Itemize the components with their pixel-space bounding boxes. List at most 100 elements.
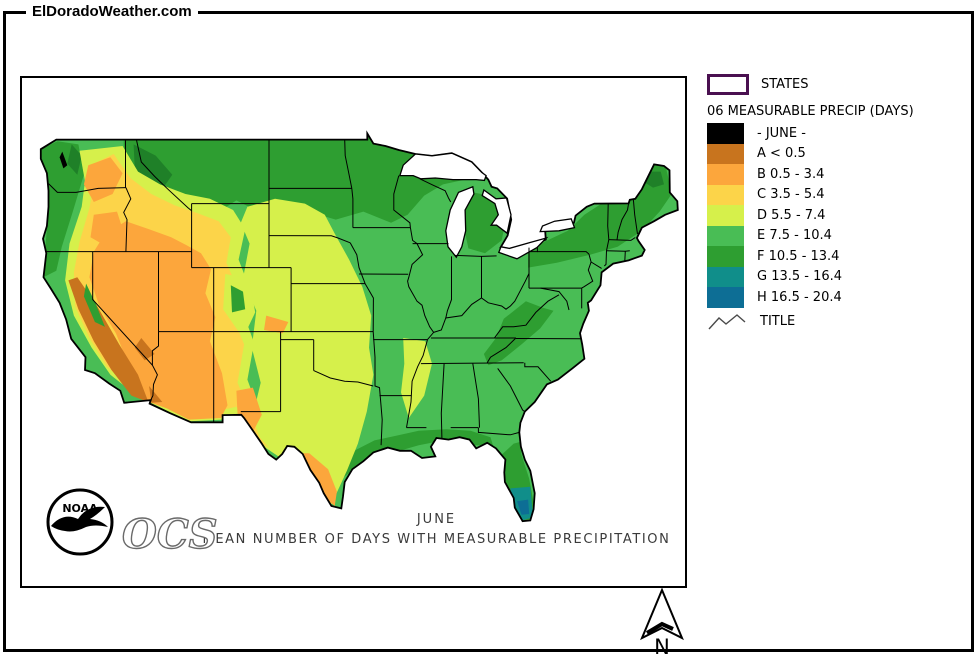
precip-regions: [40, 133, 678, 522]
map-caption-title: MEAN NUMBER OF DAYS WITH MEASURABLE PREC…: [202, 532, 671, 547]
precip-region: [528, 162, 672, 268]
state-border-line: [351, 188, 354, 228]
legend-class-swatch: [707, 164, 744, 185]
precip-region: [517, 499, 530, 515]
precip-region: [83, 283, 105, 327]
lake: [399, 152, 487, 182]
precip-region: [149, 386, 163, 403]
precip-region: [483, 301, 554, 366]
state-border-line: [313, 370, 374, 387]
legend-class-label: G 13.5 - 16.4: [757, 269, 843, 285]
state-border-line: [540, 287, 570, 311]
legend-class-label: H 16.5 - 20.4: [757, 289, 842, 305]
great-lakes: [399, 152, 576, 260]
legend-states-row: STATES: [707, 74, 947, 95]
page-border: [3, 11, 974, 652]
legend-class-swatch: [707, 184, 744, 205]
north-label: N: [654, 635, 670, 656]
state-border-line: [420, 362, 524, 365]
state-border-line: [268, 235, 351, 244]
map-caption: JUNE MEAN NUMBER OF DAYS WITH MEASURABLE…: [192, 512, 681, 547]
precip-region: [134, 338, 155, 361]
state-border-line: [440, 363, 445, 439]
state-border-line: [372, 331, 383, 446]
us-precipitation-map: [39, 130, 679, 523]
state-border-line: [606, 250, 630, 252]
precip-region: [40, 141, 84, 278]
legend-class-swatch: [707, 266, 744, 287]
legend-class-label: A < 0.5: [757, 146, 806, 162]
state-border-line: [445, 256, 452, 319]
precip-region: [264, 315, 289, 334]
precip-region: [83, 157, 123, 202]
legend-class-swatch: [707, 143, 744, 164]
state-border-line: [364, 283, 374, 332]
map-frame: JUNE MEAN NUMBER OF DAYS WITH MEASURABLE…: [20, 76, 687, 588]
state-border-line: [151, 331, 159, 366]
legend-class-label: - JUNE -: [757, 125, 806, 141]
state-border-line: [455, 254, 497, 257]
legend-class-swatch: [707, 123, 744, 144]
state-border-line: [472, 363, 480, 428]
ocs-logo: OCS: [121, 510, 218, 558]
precip-region: [67, 144, 82, 175]
state-border-line: [497, 368, 526, 413]
legend-class-label: F 10.5 - 13.4: [757, 248, 840, 264]
legend-class-label: D 5.5 - 7.4: [757, 207, 826, 223]
title-line-icon: [708, 313, 746, 329]
state-border-line: [537, 251, 590, 255]
noaa-logo: NOAA: [46, 488, 114, 556]
state-border-line: [493, 294, 560, 339]
state-border-line: [524, 362, 552, 382]
state-border-line: [624, 251, 626, 262]
legend-class-row: G 13.5 - 16.4: [707, 266, 947, 287]
north-arrow-shading: [645, 621, 674, 635]
state-border-line: [608, 237, 636, 241]
lake: [445, 185, 475, 259]
state-border-line: [433, 273, 530, 333]
precip-region: [401, 338, 432, 418]
state-border-line: [406, 339, 428, 428]
legend-class-row: F 10.5 - 13.4: [707, 246, 947, 267]
legend-title-item-label: TITLE: [760, 314, 796, 329]
legend-title-row: TITLE: [707, 311, 947, 333]
lake: [481, 188, 512, 235]
legend-class-row: A < 0.5: [707, 143, 947, 164]
state-border-line: [616, 203, 630, 240]
state-border-line: [92, 251, 158, 401]
legend-class-label: E 7.5 - 10.4: [757, 228, 832, 244]
precip-region: [59, 151, 68, 169]
precip-region: [230, 285, 246, 313]
state-border-line: [603, 203, 610, 267]
legend-class-row: C 3.5 - 5.4: [707, 184, 947, 205]
state-border-line: [486, 337, 517, 364]
legend-class-row: - JUNE -: [707, 123, 947, 144]
legend-class-row: D 5.5 - 7.4: [707, 205, 947, 226]
legend-class-row: B 0.5 - 3.4: [707, 164, 947, 185]
site-label: ElDoradoWeather.com: [26, 3, 198, 20]
map-caption-month: JUNE: [416, 512, 457, 527]
legend-class-row: E 7.5 - 10.4: [707, 225, 947, 246]
legend-class-swatch: [707, 205, 744, 226]
state-borders: [46, 139, 638, 446]
legend-classes: - JUNE - A < 0.5 B 0.5 - 3.4 C 3.5 - 5.4 D 5…: [707, 123, 947, 308]
state-border-line: [48, 183, 126, 193]
state-border-line: [123, 187, 132, 252]
states-outline-swatch: [707, 74, 749, 95]
noaa-bird-icon: [51, 506, 108, 532]
state-border-line: [344, 139, 353, 189]
state-border-line: [581, 253, 594, 289]
legend-class-swatch: [707, 225, 744, 246]
legend-class-swatch: [707, 246, 744, 267]
precip-region: [240, 198, 374, 505]
legend-class-swatch: [707, 287, 744, 308]
state-border-line: [590, 261, 602, 269]
state-border-line: [419, 178, 452, 203]
state-border-line: [349, 242, 366, 284]
precip-region: [301, 453, 337, 506]
lake: [539, 218, 576, 233]
legend-class-label: B 0.5 - 3.4: [757, 166, 825, 182]
states-label: STATES: [761, 77, 809, 92]
state-border-line: [135, 139, 192, 212]
state-border-line: [632, 198, 638, 235]
